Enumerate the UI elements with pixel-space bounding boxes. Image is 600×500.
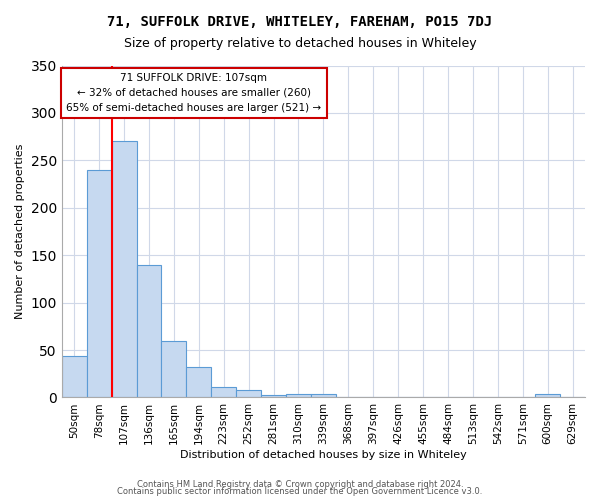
Bar xyxy=(62,356,87,398)
Bar xyxy=(87,170,112,398)
Text: Contains HM Land Registry data © Crown copyright and database right 2024.: Contains HM Land Registry data © Crown c… xyxy=(137,480,463,489)
Bar xyxy=(261,394,286,398)
Bar xyxy=(112,142,137,398)
Text: Size of property relative to detached houses in Whiteley: Size of property relative to detached ho… xyxy=(124,38,476,51)
Y-axis label: Number of detached properties: Number of detached properties xyxy=(15,144,25,319)
Bar xyxy=(311,394,336,398)
Bar xyxy=(137,264,161,398)
Bar xyxy=(535,394,560,398)
Text: 71, SUFFOLK DRIVE, WHITELEY, FAREHAM, PO15 7DJ: 71, SUFFOLK DRIVE, WHITELEY, FAREHAM, PO… xyxy=(107,15,493,29)
Bar xyxy=(236,390,261,398)
Bar xyxy=(161,340,187,398)
Text: Contains public sector information licensed under the Open Government Licence v3: Contains public sector information licen… xyxy=(118,487,482,496)
Text: 71 SUFFOLK DRIVE: 107sqm
← 32% of detached houses are smaller (260)
65% of semi-: 71 SUFFOLK DRIVE: 107sqm ← 32% of detach… xyxy=(66,73,322,112)
Bar xyxy=(211,387,236,398)
X-axis label: Distribution of detached houses by size in Whiteley: Distribution of detached houses by size … xyxy=(180,450,467,460)
Bar xyxy=(187,367,211,398)
Bar xyxy=(286,394,311,398)
